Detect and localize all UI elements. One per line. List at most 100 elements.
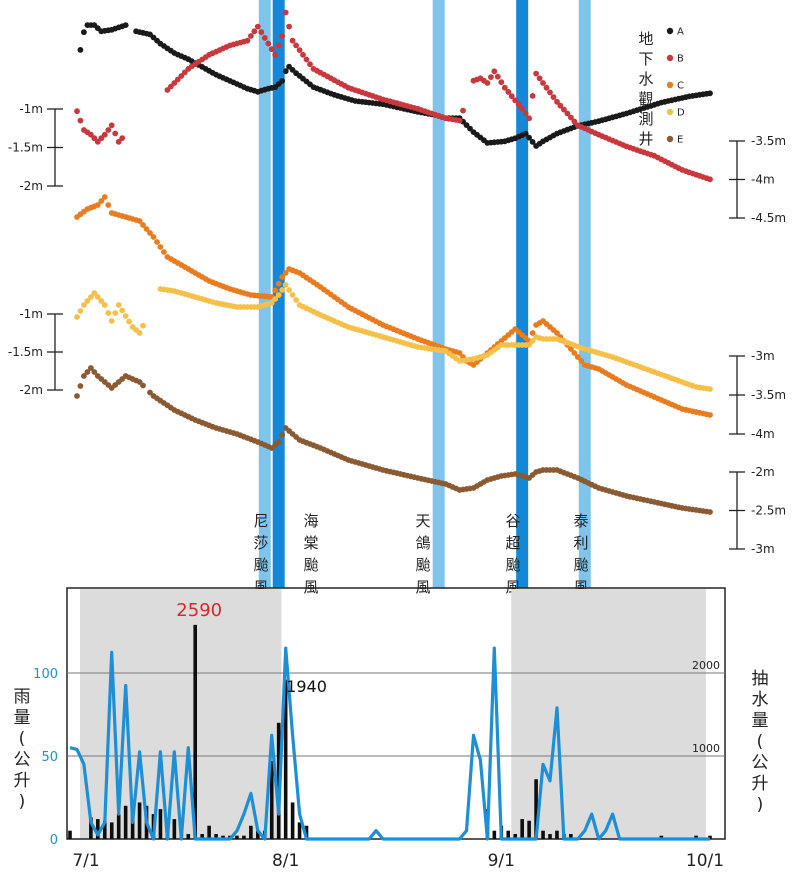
well-A-point — [707, 90, 713, 97]
typhoon-label-char: 風 — [303, 578, 318, 596]
well-E-point — [84, 369, 91, 375]
well-D-point — [112, 310, 119, 316]
pumping-line — [69, 646, 710, 841]
well-B-point — [512, 97, 519, 104]
well-B-point — [282, 9, 289, 16]
rain-bar — [708, 835, 712, 839]
rain-axis-label-char: ) — [19, 792, 26, 812]
rain-bar — [548, 834, 552, 839]
well-C-point — [154, 239, 160, 245]
rain-bar — [172, 819, 177, 839]
pump-axis-label-char: 公 — [752, 753, 769, 773]
well-B-point — [488, 74, 494, 80]
well-B-point — [244, 37, 251, 44]
typhoon-band-5 — [578, 0, 591, 588]
depth-tick-label: -2m — [751, 465, 775, 479]
typhoon-label-char: 颱 — [303, 556, 318, 574]
rain-bar — [534, 779, 538, 839]
well-B-point — [501, 84, 508, 91]
well-A-point — [122, 22, 129, 28]
rain-axis-label-char: 升 — [14, 771, 31, 791]
typhoon-label-char: 利 — [573, 534, 588, 552]
well-B-point — [707, 176, 713, 183]
well-D-point — [74, 314, 80, 320]
well-A-point — [526, 134, 532, 141]
well-B-point — [108, 122, 115, 129]
well-D-point — [268, 300, 275, 306]
well-D-point — [529, 338, 536, 344]
right-depth-scale-1: -3.5m -4m -4.5m — [729, 134, 786, 225]
well-B-point — [484, 80, 491, 86]
depth-tick-label: -3.5m — [751, 134, 786, 148]
pump-tick-label: 1000 — [692, 742, 720, 755]
depth-tick-label: -4.5m — [751, 211, 786, 225]
rain-bar — [290, 802, 295, 839]
legend-title-char: 井 — [638, 130, 653, 148]
legend-title-char: 觀 — [638, 90, 653, 108]
annotation-1940: 1940 — [286, 677, 327, 696]
well-B-point — [77, 117, 84, 124]
typhoon-label-char: 颱 — [253, 556, 268, 574]
well-D-point — [282, 282, 289, 288]
well-series — [74, 9, 713, 515]
legend-label-B: B — [677, 54, 684, 65]
well-D-point — [101, 302, 108, 308]
rain-axis-label-char: ( — [19, 729, 26, 749]
depth-tick-label: -3m — [751, 542, 775, 556]
depth-tick-label: -4m — [751, 173, 775, 187]
annotation-2590: 2590 — [176, 600, 222, 621]
well-C-point — [554, 330, 560, 336]
well-B-point — [460, 107, 466, 114]
well-E-point — [77, 383, 84, 389]
typhoon-label-char: 泰 — [573, 512, 588, 530]
well-E-point — [275, 439, 282, 445]
typhoon-label-char: 颱 — [505, 556, 520, 574]
left-depth-scale-2: -1m -1.5m -2m — [8, 307, 63, 397]
well-D-point — [272, 296, 279, 302]
rain-tick-label: 50 — [41, 750, 58, 765]
gray-period-2 — [511, 589, 706, 839]
well-E-point — [74, 393, 80, 399]
well-B-point — [456, 117, 463, 124]
right-depth-scale-2: -3m -3.5m -4m — [729, 349, 786, 441]
well-A-point — [279, 78, 286, 84]
well-C-point — [105, 202, 112, 208]
well-D-point — [81, 302, 87, 308]
depth-tick-label: -1m — [19, 102, 43, 116]
legend-title-char: 水 — [638, 70, 653, 88]
well-D-point — [289, 292, 296, 298]
well-E-point — [88, 365, 94, 371]
well-B-point — [178, 73, 185, 79]
well-C-point — [157, 244, 164, 250]
right-depth-scale-3: -2m -2.5m -3m — [729, 465, 786, 556]
well-B-point — [101, 131, 108, 138]
well-C-point — [101, 194, 108, 200]
well-D-point — [275, 292, 282, 298]
typhoon-label-char: 尼 — [253, 512, 268, 530]
pump-axis-label-char: ( — [757, 732, 764, 752]
rain-tick-label: 100 — [33, 667, 58, 682]
rain-bar — [659, 835, 664, 839]
well-A-point — [522, 130, 529, 137]
well-A-point — [529, 139, 536, 145]
well-depth-scales: -1m-1.5m-2m-1m-1.5m-2m-3.5m-4m-4.5m-3m-3… — [8, 102, 786, 556]
well-B-point — [498, 79, 505, 86]
legend-title-char: 測 — [638, 110, 653, 128]
depth-tick-label: -4m — [751, 427, 775, 441]
rain-bar — [200, 834, 204, 839]
rain-bar — [109, 822, 114, 839]
depth-tick-label: -3.5m — [751, 388, 786, 402]
well-D-point — [707, 386, 713, 392]
rain-bar — [235, 835, 239, 839]
rain-bar — [513, 834, 518, 839]
typhoon-label-char: 颱 — [573, 556, 588, 574]
well-B-point — [289, 37, 296, 44]
rain-bar — [541, 830, 545, 839]
well-B-point — [272, 51, 279, 58]
well-B-point — [543, 84, 550, 91]
well-B-point — [571, 118, 578, 125]
well-B-point — [568, 114, 574, 121]
rain-bar — [555, 830, 559, 839]
